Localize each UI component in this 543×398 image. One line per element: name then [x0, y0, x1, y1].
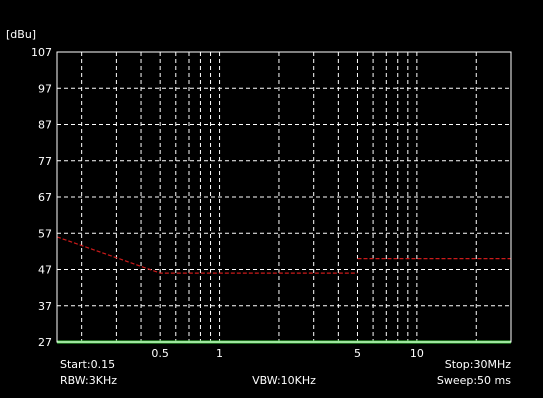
y-tick-label: 37: [38, 300, 52, 313]
y-tick-labels: 107 97 87 77 67 57 47 37 27: [31, 46, 52, 349]
footer-stop: Stop:30MHz: [445, 358, 511, 371]
y-tick-label: 27: [38, 336, 52, 349]
footer-sweep: Sweep:50 ms: [437, 374, 511, 387]
y-tick-label: 57: [38, 227, 52, 240]
y-tick-label: 107: [31, 46, 52, 59]
series-layer: [56, 236, 511, 344]
grid-layer: [57, 52, 511, 342]
x-tick-label: 0.5: [151, 347, 169, 360]
y-tick-label: 67: [38, 191, 52, 204]
plot-frame: [56, 51, 512, 343]
y-axis-label: [dBu]: [6, 28, 36, 41]
footer-rbw: RBW:3KHz: [60, 374, 117, 387]
y-tick-label: 77: [38, 155, 52, 168]
x-tick-label: 5: [354, 347, 361, 360]
x-tick-label: 1: [216, 347, 223, 360]
y-tick-label: 97: [38, 82, 52, 95]
x-tick-labels: 0.5 1 5 10: [151, 347, 423, 360]
x-tick-label: 10: [410, 347, 424, 360]
y-tick-label: 47: [38, 264, 52, 277]
footer-vbw: VBW:10KHz: [252, 374, 316, 387]
footer-start: Start:0.15: [60, 358, 115, 371]
y-tick-label: 87: [38, 119, 52, 132]
series-line-0: [56, 236, 358, 274]
